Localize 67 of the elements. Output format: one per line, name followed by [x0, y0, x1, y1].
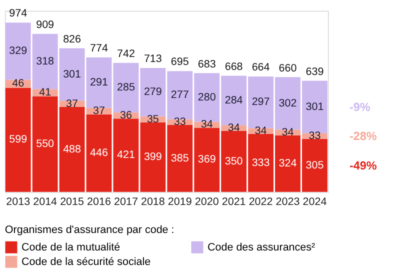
total-label: 974: [9, 8, 28, 20]
text: -28%: [349, 130, 378, 143]
data-label: 329: [9, 45, 28, 58]
total-label: 683: [198, 58, 216, 70]
legend-title: Organismes d'assurance par code :: [4, 224, 174, 236]
legend-label: Code des assurances²: [208, 241, 316, 254]
data-label: 318: [36, 55, 54, 68]
data-label: 305: [306, 159, 324, 172]
data-label: 36: [120, 109, 132, 122]
x-tick-label: 2024: [302, 196, 327, 208]
data-label: 33: [308, 130, 321, 142]
total-label: 826: [63, 33, 82, 46]
data-label: 324: [278, 158, 297, 170]
text: -9%: [349, 100, 371, 114]
x-tick-label: 2018: [140, 196, 165, 208]
data-label: 34: [200, 118, 213, 131]
data-label: 37: [66, 98, 78, 110]
text: -49%: [349, 159, 378, 172]
x-tick-label: 2015: [60, 196, 84, 208]
data-label: 285: [116, 82, 135, 94]
data-label: 333: [252, 156, 270, 169]
data-label: 41: [39, 86, 52, 99]
x-tick-label: 2019: [168, 196, 192, 208]
x-tick-label: 2013: [6, 196, 30, 208]
data-label: 369: [198, 154, 216, 166]
total-label: 695: [170, 56, 189, 68]
x-tick-label: 2021: [222, 196, 246, 208]
data-label: 35: [146, 113, 159, 126]
data-label: 46: [12, 78, 24, 90]
data-label: 34: [282, 126, 294, 139]
x-tick-label: 2014: [33, 196, 58, 208]
data-label: 446: [90, 147, 108, 160]
total-label: 660: [278, 62, 297, 74]
data-label: 301: [63, 68, 82, 80]
data-label: 37: [93, 105, 105, 118]
data-label: 421: [116, 149, 135, 162]
data-label: 488: [63, 143, 82, 156]
total-label: 664: [252, 62, 270, 74]
total-label: 742: [116, 48, 135, 60]
data-label: 33: [174, 116, 186, 128]
data-label: 34: [228, 122, 240, 134]
total-label: 668: [224, 60, 243, 73]
data-label: 291: [90, 76, 108, 89]
x-tick-label: 2016: [87, 196, 111, 208]
data-label: 284: [224, 94, 243, 106]
data-label: 350: [224, 155, 243, 168]
data-label: 599: [9, 134, 28, 146]
data-label: 385: [170, 152, 189, 164]
data-label: 277: [170, 89, 189, 102]
x-tick-label: 2020: [194, 196, 219, 208]
data-label: 399: [144, 151, 162, 164]
data-label: 280: [198, 91, 216, 104]
data-label: 297: [252, 96, 270, 108]
total-label: 774: [90, 42, 108, 54]
total-label: 909: [36, 19, 54, 32]
x-tick-label: 2023: [276, 196, 300, 208]
data-label: 34: [254, 124, 267, 137]
data-label: 302: [278, 97, 297, 110]
legend-label: Code de la mutualité: [22, 241, 120, 254]
data-label: 550: [36, 138, 54, 150]
total-label: 639: [306, 66, 324, 78]
total-label: 713: [144, 53, 162, 66]
x-tick-label: 2022: [248, 196, 273, 208]
data-label: 279: [144, 86, 162, 98]
legend-label: Code de la sécurité sociale: [22, 256, 151, 268]
data-label: 301: [306, 100, 324, 113]
x-tick-label: 2017: [114, 196, 138, 208]
